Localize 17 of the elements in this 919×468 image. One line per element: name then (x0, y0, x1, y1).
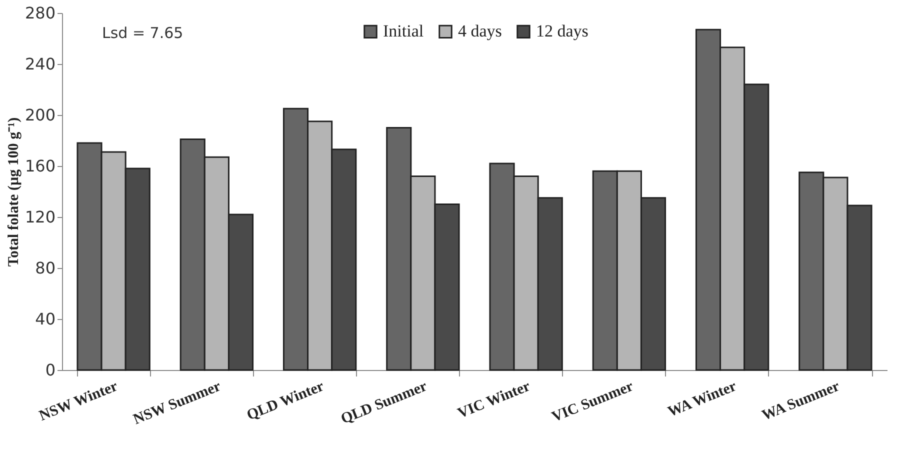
y-tick-label: 280 (24, 4, 56, 22)
legend-label: 4 days (458, 22, 502, 41)
y-tick-label: 120 (24, 208, 56, 226)
x-tick-label: QLD Winter (244, 378, 327, 424)
y-tick-label: 160 (24, 156, 56, 176)
legend-label: Initial (383, 22, 424, 41)
y-tick-label: 40 (35, 310, 56, 328)
y-tick-label: 0 (45, 360, 56, 380)
x-tick-label: WA Winter (666, 378, 740, 420)
x-tick-label: NSW Winter (37, 378, 120, 424)
annotation: Lsd = 7.65 (102, 24, 184, 42)
y-tick-label: 240 (24, 54, 56, 74)
y-axis-title: Total folate (µg 100 g⁻¹) (6, 117, 22, 267)
x-tick-label: VIC Winter (456, 378, 533, 422)
legend-label: 12 days (536, 22, 588, 41)
y-tick-label: 200 (24, 106, 56, 124)
y-tick-label: 80 (35, 258, 56, 278)
